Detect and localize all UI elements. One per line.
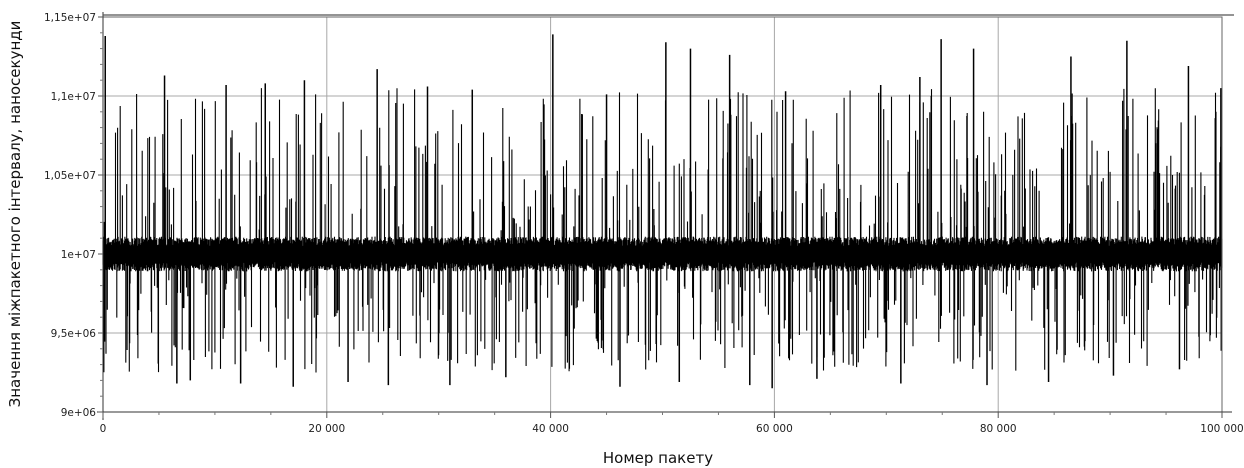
x-tick-label: 60 000 — [756, 423, 793, 435]
y-tick-label: 9e+06 — [61, 407, 97, 419]
y-tick-label: 1e+07 — [61, 249, 96, 261]
x-tick-label: 40 000 — [532, 423, 569, 435]
y-tick-label: 9,5e+06 — [51, 328, 97, 340]
x-tick-label: 20 000 — [308, 423, 345, 435]
y-axis-title: Значення міжпакетного інтервалу, наносек… — [6, 21, 24, 408]
y-tick-label: 1,05e+07 — [44, 170, 96, 182]
x-tick-label: 80 000 — [980, 423, 1017, 435]
x-tick-label: 100 000 — [1200, 423, 1243, 435]
series-core-band — [103, 246, 1222, 262]
plot-frame — [97, 12, 1234, 420]
y-tick-label: 1,1e+07 — [51, 91, 96, 103]
x-axis-title: Номер пакету — [603, 449, 713, 467]
x-axis-ticks: 0 20 000 40 000 60 000 80 000 100 000 — [100, 412, 1244, 435]
x-tick-label: 0 — [100, 423, 107, 435]
y-axis-ticks: 9e+06 9,5e+06 1e+07 1,05e+07 1,1e+07 1,15e+07 — [44, 12, 103, 419]
y-tick-label: 1,15e+07 — [44, 12, 96, 24]
series-group — [102, 34, 1223, 389]
